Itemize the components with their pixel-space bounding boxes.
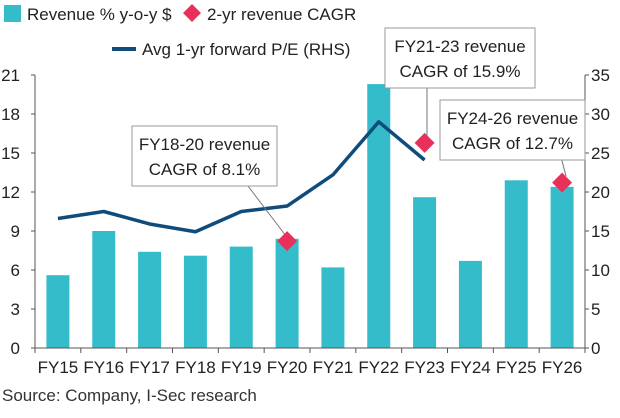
legend-bar-label: Revenue % y-o-y $: [27, 5, 172, 24]
left-tick-label: 6: [11, 261, 20, 280]
legend-marker-label: 2-yr revenue CAGR: [207, 5, 356, 24]
bar-fy22: [367, 84, 391, 348]
annotation-text: FY21-23 revenue: [394, 37, 525, 56]
bar-fy15: [46, 275, 70, 348]
x-tick-label: FY24: [450, 358, 491, 377]
x-tick-label: FY17: [129, 358, 170, 377]
source-note: Source: Company, I-Sec research: [2, 386, 257, 405]
bar-fy24: [458, 260, 482, 348]
legend-line-label: Avg 1-yr forward P/E (RHS): [142, 40, 350, 59]
right-tick-label: 15: [591, 222, 610, 241]
annotation-text: CAGR of 8.1%: [149, 160, 261, 179]
bar-fy16: [92, 231, 116, 348]
annotation-box: [131, 125, 278, 187]
bar-fy17: [138, 251, 162, 348]
x-tick-label: FY21: [313, 358, 354, 377]
annotation-text: CAGR of 12.7%: [452, 134, 573, 153]
bar-fy26: [550, 186, 574, 348]
bar-fy21: [321, 267, 345, 348]
x-tick-label: FY22: [358, 358, 399, 377]
right-tick-label: 30: [591, 105, 610, 124]
x-tick-label: FY26: [542, 358, 583, 377]
legend-bar-swatch: [4, 5, 21, 22]
left-tick-label: 9: [11, 222, 20, 241]
cagr-marker-fy20: [277, 231, 298, 252]
x-tick-label: FY18: [175, 358, 216, 377]
bar-fy19: [229, 246, 253, 348]
right-tick-label: 25: [591, 144, 610, 163]
x-tick-label: FY23: [404, 358, 445, 377]
left-tick-label: 15: [1, 144, 20, 163]
left-tick-label: 3: [11, 300, 20, 319]
annotation-box: [384, 27, 536, 89]
x-tick-label: FY16: [83, 358, 124, 377]
right-tick-label: 0: [591, 339, 600, 358]
annotation-leader: [561, 159, 567, 177]
annotation-text: FY24-26 revenue: [447, 109, 578, 128]
bar-fy25: [504, 180, 528, 348]
legend-marker-swatch: [183, 4, 201, 22]
right-tick-label: 20: [591, 183, 610, 202]
bar-fy18: [183, 255, 207, 348]
right-tick-label: 10: [591, 261, 610, 280]
right-tick-label: 35: [591, 66, 610, 85]
cagr-marker-fy23: [414, 132, 435, 153]
right-tick-label: 5: [591, 300, 600, 319]
x-tick-label: FY20: [267, 358, 308, 377]
x-tick-label: FY15: [38, 358, 79, 377]
bar-fy20: [275, 238, 299, 348]
left-tick-label: 18: [1, 105, 20, 124]
cagr-marker-fy26: [552, 172, 573, 193]
annotation-text: CAGR of 15.9%: [400, 62, 521, 81]
bar-fy23: [413, 197, 437, 348]
annotation-text: FY18-20 revenue: [139, 135, 270, 154]
pe-line: [57, 120, 426, 234]
left-tick-label: 0: [11, 339, 20, 358]
annotation-box: [439, 99, 586, 161]
left-tick-label: 21: [1, 66, 20, 85]
x-tick-label: FY25: [496, 358, 537, 377]
annotation-leader: [247, 185, 287, 237]
x-tick-label: FY19: [221, 358, 262, 377]
left-tick-label: 12: [1, 183, 20, 202]
